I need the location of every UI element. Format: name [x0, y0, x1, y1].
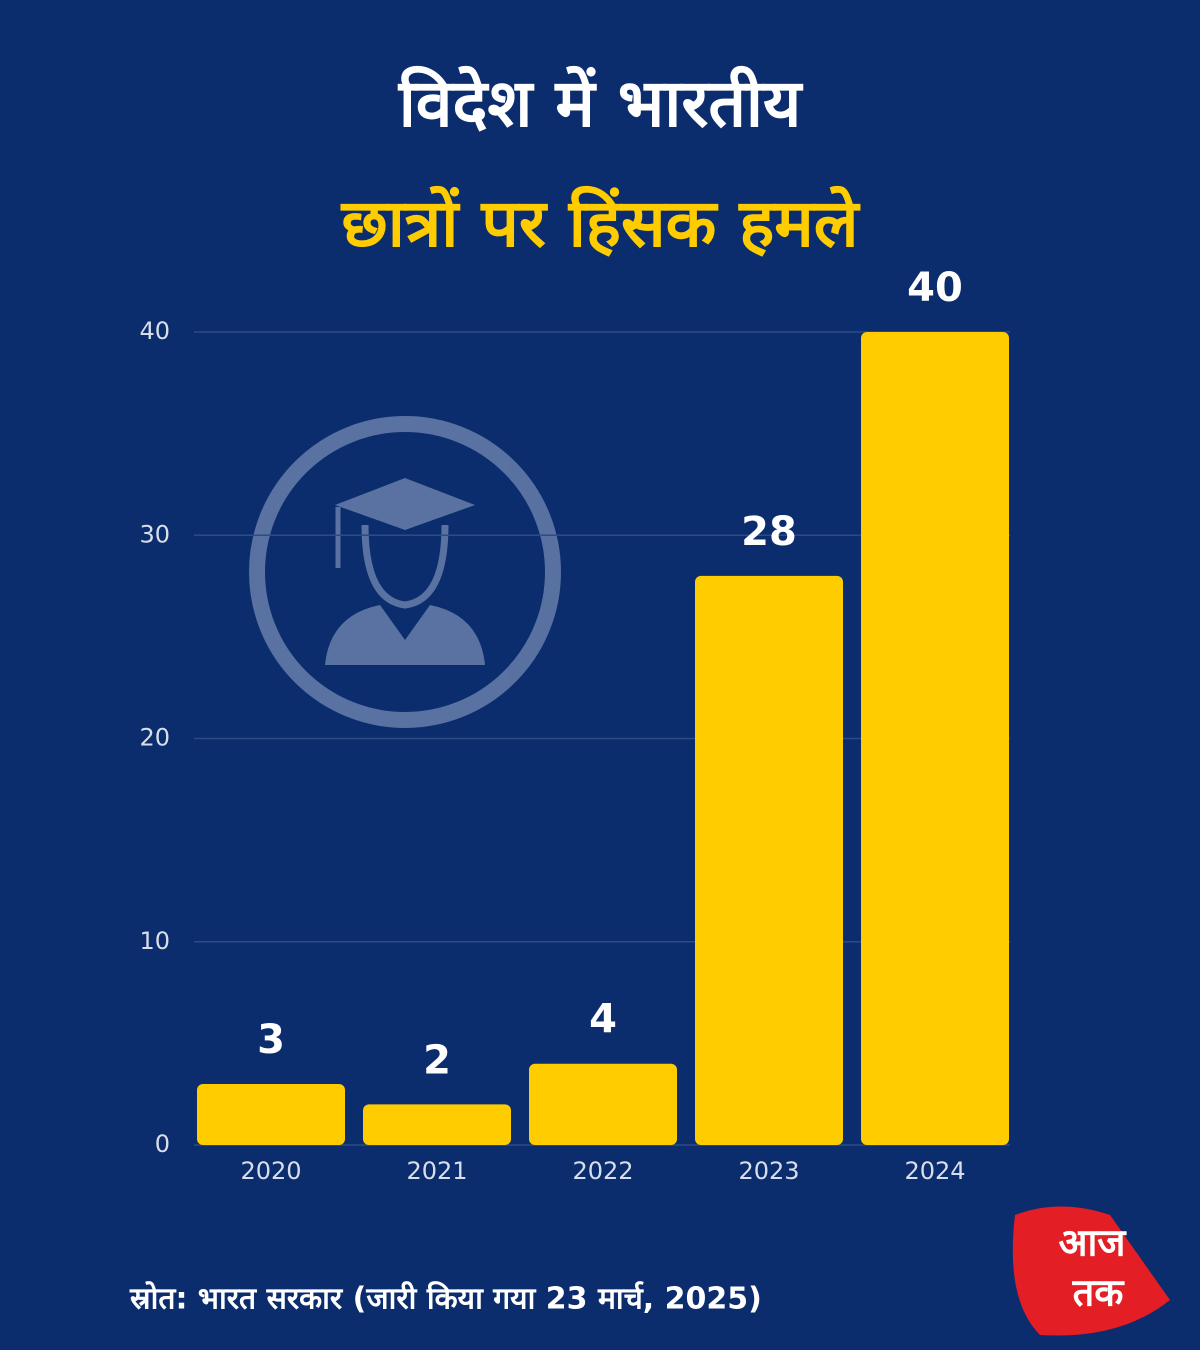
value-label: 40	[907, 265, 963, 311]
plot: 0 10 20 30 40 2020 3 2021 2 2022 4 2023 28 2024 40	[139, 265, 1010, 1185]
chart-title: विदेश में भारतीय	[397, 65, 804, 142]
icon-cap	[335, 478, 475, 530]
y-tick-label: 40	[139, 317, 170, 345]
logo: आज तक	[1012, 1206, 1170, 1336]
icon-head	[361, 524, 449, 609]
bar	[197, 1084, 345, 1145]
value-label: 4	[589, 997, 617, 1043]
chart-subtitle: छात्रों पर हिंसक हमले	[339, 185, 860, 262]
x-tick-label: 2022	[572, 1157, 633, 1185]
student-icon	[249, 416, 561, 728]
bar	[529, 1063, 677, 1145]
value-label: 28	[741, 509, 797, 555]
y-tick-label: 20	[139, 724, 170, 752]
logo-shape	[1012, 1206, 1170, 1336]
y-tick-label: 10	[139, 927, 170, 955]
value-label: 3	[257, 1017, 285, 1063]
x-tick-label: 2021	[406, 1157, 467, 1185]
logo-bottom: तक	[1072, 1271, 1126, 1315]
source-note: स्रोत: भारत सरकार (जारी किया गया 23 मार्…	[129, 1281, 762, 1317]
x-tick-label: 2024	[904, 1157, 965, 1185]
value-label: 2	[423, 1037, 451, 1083]
icon-body	[325, 605, 485, 665]
y-tick-label: 30	[139, 520, 170, 548]
bar	[363, 1104, 511, 1145]
icon-circle	[249, 416, 561, 728]
logo-top: आज	[1058, 1221, 1127, 1265]
bar	[861, 332, 1009, 1145]
x-tick-label: 2023	[738, 1157, 799, 1185]
bar	[695, 575, 843, 1145]
y-tick-label: 0	[155, 1130, 170, 1158]
x-tick-label: 2020	[240, 1157, 301, 1185]
